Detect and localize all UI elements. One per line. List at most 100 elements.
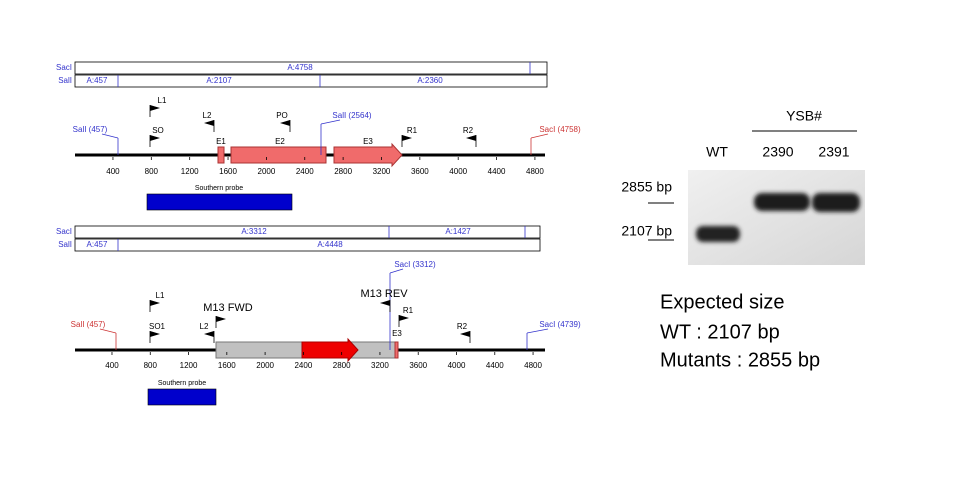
primer-label: PO xyxy=(276,111,288,120)
feature-label: E1 xyxy=(216,137,226,146)
marker-label: 2107 bp xyxy=(621,223,672,239)
primer-label: R2 xyxy=(463,126,474,135)
restriction-row xyxy=(74,225,541,239)
tick-label: 2800 xyxy=(333,361,351,370)
primer-label: SO1 xyxy=(149,322,166,331)
tick-label: 3600 xyxy=(409,361,427,370)
tick-label: 2800 xyxy=(334,167,352,176)
band xyxy=(754,193,810,211)
feature-label: E2 xyxy=(275,137,285,146)
tick-label: 1600 xyxy=(218,361,236,370)
site-label: SalI (457) xyxy=(71,320,106,329)
primer-arrow xyxy=(280,120,290,126)
primer-arrow xyxy=(150,300,160,306)
tick-label: 4400 xyxy=(488,167,506,176)
fragment-label: A:4758 xyxy=(287,63,313,72)
gel-panel: YSB# WT 2390 2391 2855 bp 2107 bp xyxy=(621,108,865,265)
primer-arrow xyxy=(216,316,226,322)
site-line xyxy=(526,328,549,334)
tick-label: 4000 xyxy=(449,167,467,176)
enzyme-label: SalI xyxy=(58,240,72,249)
site-label: SalI (2564) xyxy=(332,111,371,120)
primer-arrow xyxy=(399,315,409,321)
tick-label: 1600 xyxy=(219,167,237,176)
primer-arrow xyxy=(150,135,160,141)
gene-maps: SacI A:4758 SalI A:457 A:2107 A:2360 400 800 120… xyxy=(56,61,581,406)
primer-arrow xyxy=(466,135,476,141)
lane-label: 2391 xyxy=(818,144,849,160)
tick-label: 400 xyxy=(106,167,120,176)
tick-label: 4800 xyxy=(526,167,544,176)
primer-arrow xyxy=(150,331,160,337)
southern-probe xyxy=(146,193,293,211)
primer-arrow xyxy=(204,120,214,126)
site-label: SacI (3312) xyxy=(394,260,436,269)
restriction-row xyxy=(74,61,548,75)
primer-label: M13 FWD xyxy=(203,302,253,314)
tick-label: 4000 xyxy=(448,361,466,370)
tick-label: 400 xyxy=(105,361,119,370)
southern-probe xyxy=(147,388,217,406)
tick-label: 2000 xyxy=(258,167,276,176)
marker-gene xyxy=(301,337,359,363)
site-line xyxy=(99,328,117,334)
band xyxy=(696,226,740,242)
site-line xyxy=(530,133,549,139)
fragment-label: A:4448 xyxy=(317,240,343,249)
tick-label: 4800 xyxy=(524,361,542,370)
primer-label: L2 xyxy=(203,111,212,120)
enzyme-label: SalI xyxy=(58,76,72,85)
tick-label: 800 xyxy=(144,361,158,370)
primer-label: SO xyxy=(152,126,164,135)
site-label: SacI (4758) xyxy=(539,125,581,134)
band xyxy=(812,193,860,212)
primer-arrow xyxy=(402,135,412,141)
primer-label: M13 REV xyxy=(360,288,408,300)
expected-line: WT : 2107 bp xyxy=(660,321,780,343)
primer-arrow xyxy=(150,105,160,111)
fragment-label: A:457 xyxy=(87,76,108,85)
exon xyxy=(333,142,403,168)
tick-label: 800 xyxy=(145,167,159,176)
tick-label: 1200 xyxy=(181,167,199,176)
primer-label: R2 xyxy=(457,322,468,331)
exon xyxy=(230,146,327,164)
fragment-label: A:1427 xyxy=(445,227,471,236)
primer-arrow xyxy=(380,300,390,306)
group-label: YSB# xyxy=(786,108,822,124)
tick-label: 3600 xyxy=(411,167,429,176)
lane-label: WT xyxy=(706,144,728,160)
fragment-label: A:457 xyxy=(87,240,108,249)
fragment-label: A:2360 xyxy=(417,76,443,85)
expected-title: Expected size xyxy=(660,291,785,313)
site-line xyxy=(101,133,119,139)
enzyme-label: SacI xyxy=(56,63,72,72)
gel-image xyxy=(688,170,865,265)
fragment-label: A:2107 xyxy=(206,76,232,85)
tick-label: 1200 xyxy=(180,361,198,370)
primer-label: R1 xyxy=(407,126,418,135)
marker-label: 2855 bp xyxy=(621,179,672,195)
site-line xyxy=(389,268,404,274)
site-line xyxy=(320,119,341,125)
tick-label: 2000 xyxy=(256,361,274,370)
site-label: SacI (4739) xyxy=(539,320,581,329)
restriction-row xyxy=(74,238,541,252)
probe-label: Southern probe xyxy=(158,380,206,387)
exon xyxy=(217,146,225,164)
fragment-label: A:3312 xyxy=(241,227,267,236)
primer-arrow xyxy=(204,331,214,337)
site-label: SalI (457) xyxy=(73,125,108,134)
probe-label: Southern probe xyxy=(195,185,243,192)
tick-label: 3200 xyxy=(373,167,391,176)
restriction-row xyxy=(74,74,548,88)
tick-label: 4400 xyxy=(486,361,504,370)
enzyme-label: SacI xyxy=(56,227,72,236)
feature-label: E3 xyxy=(363,137,373,146)
primer-label: L1 xyxy=(156,291,165,300)
primer-label: L1 xyxy=(158,96,167,105)
tick-label: 2400 xyxy=(296,167,314,176)
primer-label: R1 xyxy=(403,306,414,315)
lane-label: 2390 xyxy=(762,144,793,160)
